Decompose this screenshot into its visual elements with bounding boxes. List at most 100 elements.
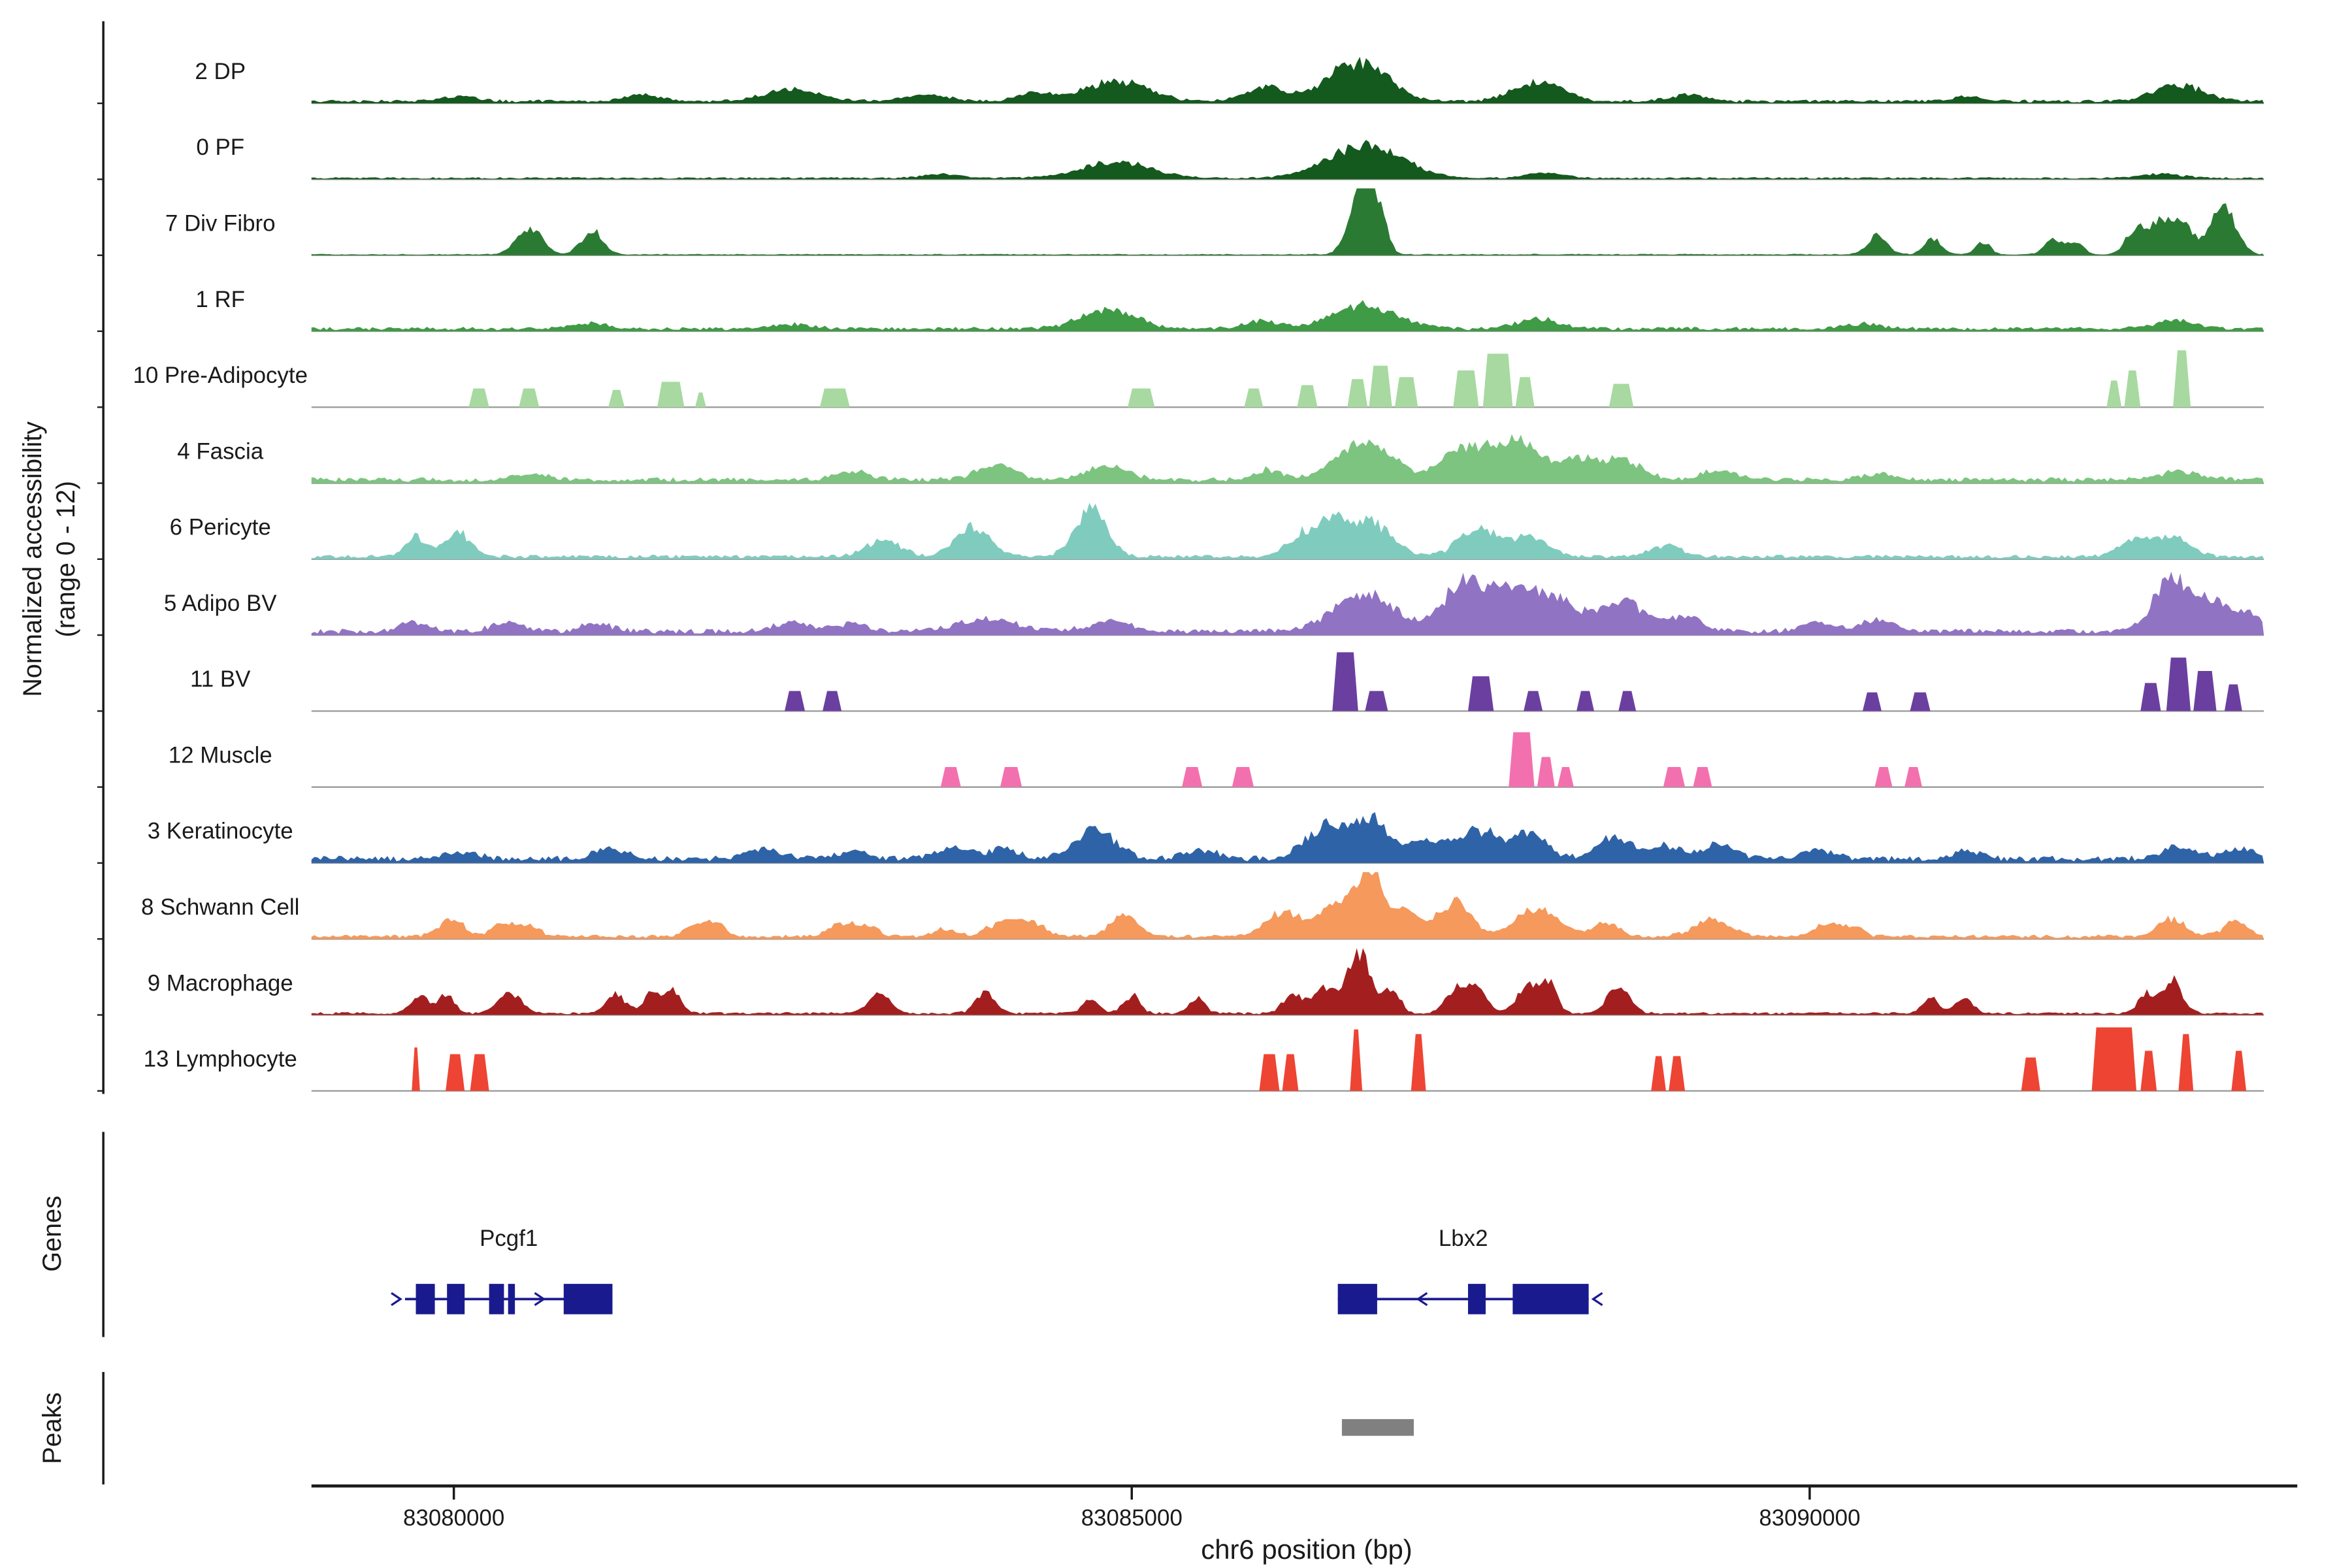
track-label: 7 Div Fibro <box>165 210 276 236</box>
track-label: 8 Schwann Cell <box>141 894 299 920</box>
track-block <box>2224 684 2242 711</box>
track-block <box>784 691 806 711</box>
track-label: 3 Keratinocyte <box>148 819 293 844</box>
track-block <box>2091 1027 2136 1091</box>
track-label: 1 RF <box>195 287 245 312</box>
gene-exon <box>416 1284 435 1315</box>
track-block <box>2124 370 2141 408</box>
y-axis-label-line1: Normalized accessibility <box>18 421 47 697</box>
track-label: 10 Pre-Adipocyte <box>133 363 308 388</box>
track-block <box>1609 384 1634 408</box>
track-block <box>1467 676 1494 711</box>
track-block <box>1453 370 1479 408</box>
track-13-lymphocyte: 13 Lymphocyte <box>144 1027 2264 1092</box>
track-signal <box>311 434 2264 483</box>
gene-exon <box>1337 1284 1377 1315</box>
track-label: 12 Muscle <box>169 742 272 768</box>
track-block <box>470 1054 489 1091</box>
track-block <box>2021 1057 2040 1091</box>
gene-exon <box>1467 1284 1486 1315</box>
genes-section-label: Genes <box>38 1196 67 1271</box>
track-block <box>1618 691 1637 711</box>
peaks-layer <box>1341 1419 1414 1436</box>
gene-exon <box>1512 1284 1589 1315</box>
track-block <box>1669 1056 1686 1091</box>
track-signal <box>311 300 2264 331</box>
track-block <box>1509 732 1535 787</box>
track-7-div-fibro: 7 Div Fibro <box>165 188 2264 256</box>
track-block <box>608 389 625 408</box>
strand-arrow-icon <box>391 1292 402 1307</box>
track-label: 11 BV <box>190 666 251 692</box>
track-label: 2 DP <box>195 59 246 84</box>
track-block <box>1332 652 1358 711</box>
track-0-pf: 0 PF <box>196 135 2264 180</box>
track-block <box>1297 385 1318 408</box>
track-block <box>1862 692 1882 711</box>
strand-arrow-icon <box>534 1292 546 1307</box>
peak-region <box>1341 1419 1414 1436</box>
track-4-fascia: 4 Fascia <box>177 434 2264 484</box>
genes-layer: Pcgf1 Lbx2 <box>391 1226 1603 1315</box>
track-signal <box>311 948 2264 1015</box>
track-block <box>1369 365 1392 408</box>
track-block <box>1232 766 1254 787</box>
track-block <box>657 382 685 408</box>
track-block <box>2106 380 2122 408</box>
gene-exon <box>563 1284 613 1315</box>
track-block <box>519 388 540 408</box>
track-5-adipo-bv: 5 Adipo BV <box>164 572 2264 636</box>
strand-arrow-icon <box>1591 1292 1603 1307</box>
gene-exon <box>489 1284 504 1315</box>
track-block <box>1910 692 1931 711</box>
track-block <box>1365 691 1388 711</box>
track-block <box>940 766 961 787</box>
x-tick-label: 83090000 <box>1759 1505 1860 1531</box>
track-signal <box>311 188 2264 255</box>
track-block <box>1693 766 1712 787</box>
track-block <box>1282 1054 1299 1091</box>
strand-arrow-icon <box>1416 1292 1428 1307</box>
x-tick-label: 83085000 <box>1081 1505 1183 1531</box>
track-8-schwann-cell: 8 Schwann Cell <box>141 872 2264 940</box>
track-6-pericyte: 6 Pericyte <box>170 502 2264 560</box>
track-block <box>1128 388 1155 408</box>
track-block <box>412 1047 420 1091</box>
x-axis-title: chr6 position (bp) <box>1201 1534 1412 1565</box>
track-signal <box>311 502 2264 559</box>
tracks-layer: 2 DP 0 PF 7 Div Fibro 1 RF 10 Pre-Adipocyte 4… <box>133 56 2264 1092</box>
track-block <box>1874 766 1893 787</box>
track-label: 13 Lymphocyte <box>144 1047 297 1072</box>
track-1-rf: 1 RF <box>195 287 2264 333</box>
gene-name-label: Pcgf1 <box>480 1226 538 1251</box>
track-label: 0 PF <box>196 135 244 160</box>
track-label: 6 Pericyte <box>170 515 271 540</box>
track-block <box>694 392 706 408</box>
gene-name-label: Lbx2 <box>1439 1226 1488 1251</box>
y-axis-label-line2: (range 0 - 12) <box>52 481 80 637</box>
track-block <box>1904 766 1923 787</box>
track-block <box>1576 691 1594 711</box>
track-block <box>2173 350 2191 408</box>
gene-exon <box>447 1284 465 1315</box>
track-block <box>2193 670 2217 711</box>
track-block <box>1244 388 1264 408</box>
track-2-dp: 2 DP <box>195 56 2264 105</box>
track-block <box>468 388 489 408</box>
track-block <box>1515 377 1535 408</box>
track-block <box>2166 657 2191 711</box>
x-axis-layer: 83080000 83085000 83090000 <box>311 1484 2298 1531</box>
track-block <box>2140 683 2161 711</box>
track-signal <box>311 572 2264 636</box>
track-label: 9 Macrophage <box>148 970 293 996</box>
track-block <box>1651 1056 1666 1091</box>
track-block <box>1663 766 1686 787</box>
x-tick-label: 83080000 <box>403 1505 504 1531</box>
track-block <box>1347 379 1368 408</box>
track-block <box>2231 1051 2247 1091</box>
track-block <box>1557 766 1574 787</box>
track-signal <box>311 812 2264 863</box>
track-12-muscle: 12 Muscle <box>169 732 2264 788</box>
